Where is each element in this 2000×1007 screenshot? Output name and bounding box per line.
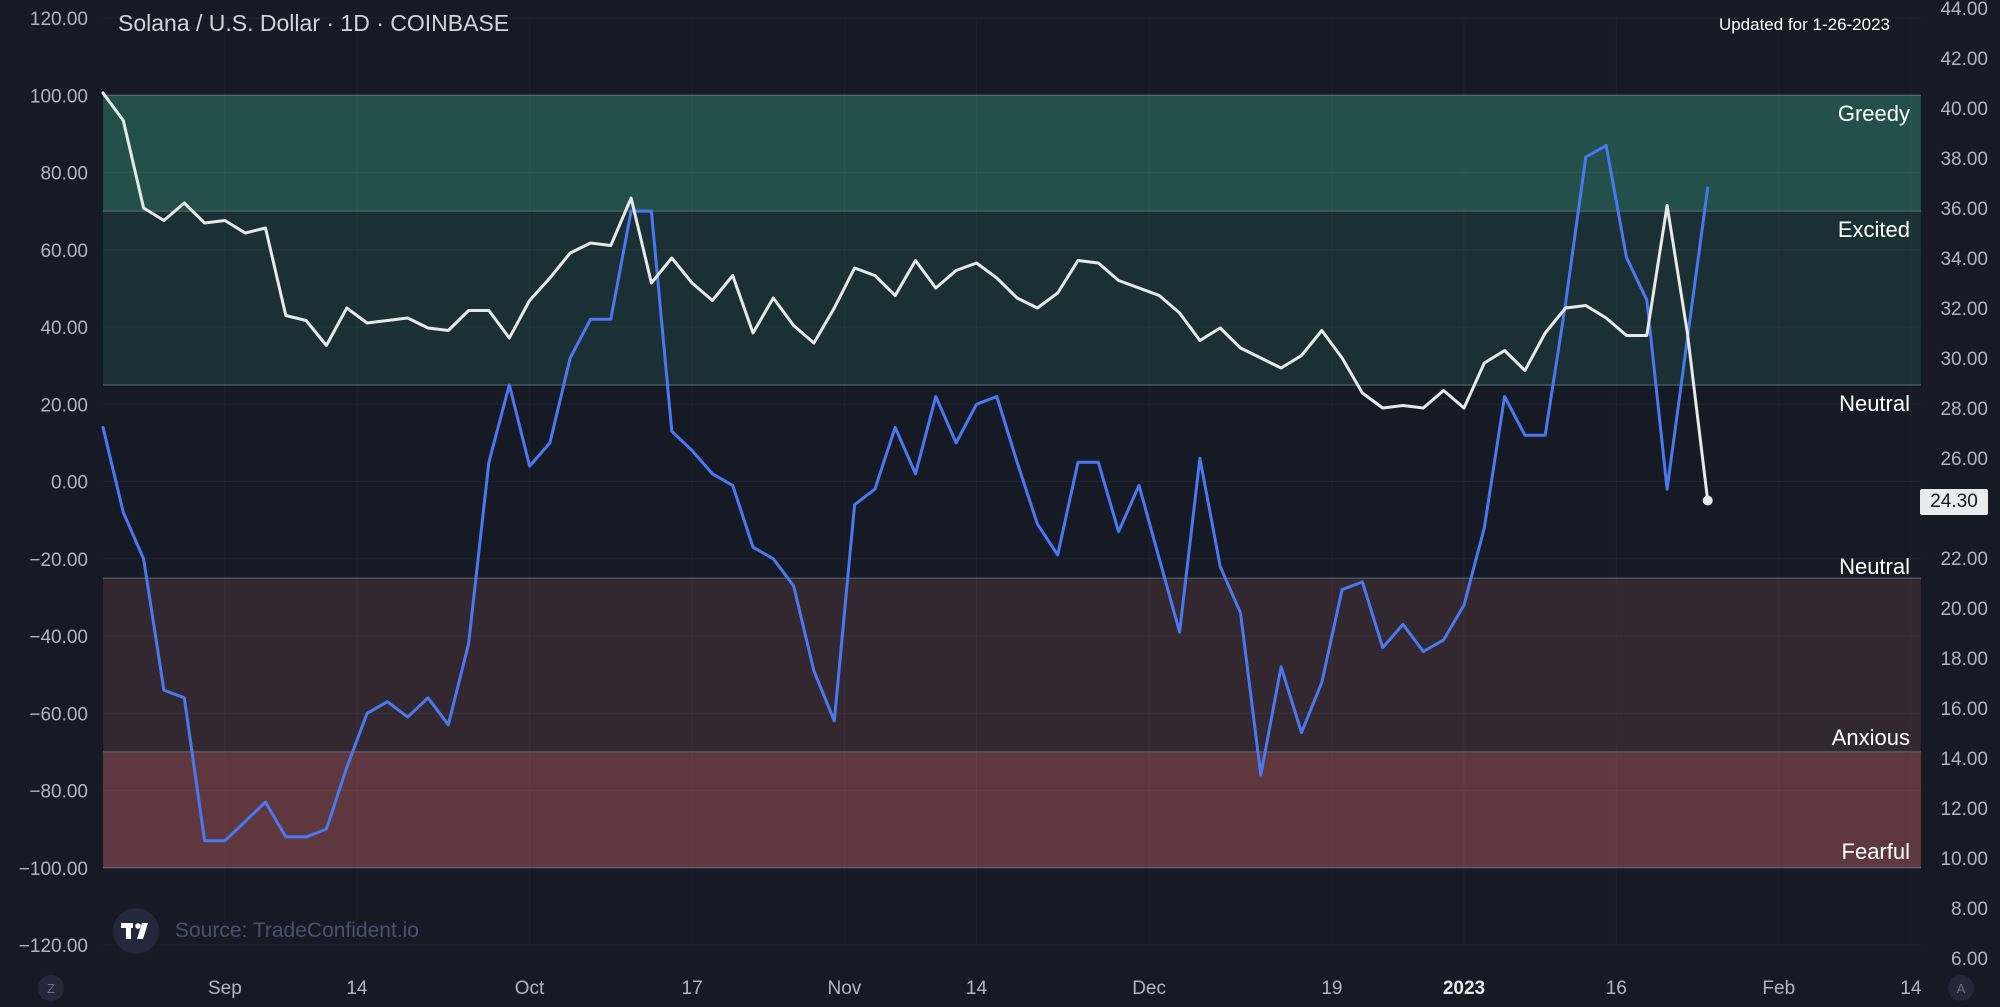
left-axis-tick-label: −80.00 <box>29 782 88 803</box>
right-axis: 44.00 42.00 40.00 38.00 36.00 34.00 32.00 30.00… <box>1940 0 1988 970</box>
fearful-zone <box>103 751 1921 868</box>
x-axis-tick-label: 19 <box>1321 978 1342 999</box>
left-axis-tick-label: 0.00 <box>51 473 88 494</box>
right-axis-tick-label: 6.00 <box>1951 949 1988 970</box>
zone-label-neutral-upper: Neutral <box>1839 391 1910 416</box>
x-axis-tick-label: 2023 <box>1443 978 1485 999</box>
series-lines <box>101 91 1713 843</box>
zone-label-neutral-lower: Neutral <box>1839 554 1910 579</box>
right-axis-tick-label: 44.00 <box>1940 0 1988 20</box>
right-axis-tick-label: 12.00 <box>1940 799 1988 820</box>
left-axis-tick-label: 60.00 <box>40 241 88 262</box>
left-axis-tick-label: −40.00 <box>29 627 88 648</box>
left-axis-tick-label: 100.00 <box>30 86 88 107</box>
x-axis-tick-label: Feb <box>1762 978 1795 999</box>
left-axis: 120.00 100.00 80.00 60.00 40.00 20.00 0.00 −20.… <box>19 9 88 957</box>
sentiment-zones <box>103 94 1921 869</box>
right-axis-tick-label: 36.00 <box>1940 199 1988 220</box>
right-axis-tick-label: 20.00 <box>1940 599 1988 620</box>
anxious-zone <box>103 578 1921 752</box>
x-axis-tick-label: 16 <box>1606 978 1627 999</box>
x-axis-tick-label: 14 <box>1900 978 1922 999</box>
x-axis-tick-label: Oct <box>515 978 545 999</box>
left-axis-tick-label: 120.00 <box>30 9 88 30</box>
zone-label-fearful: Fearful <box>1841 839 1910 864</box>
x-axis-tick-label: 14 <box>966 978 988 999</box>
x-axis: Sep 14 Oct 17 Nov 14 Dec 19 2023 16 Feb 14 <box>208 978 1922 999</box>
right-axis-tick-label: 32.00 <box>1940 299 1988 320</box>
source-watermark: Source: TradeConfident.io <box>113 908 419 954</box>
price-line <box>101 91 1710 502</box>
tradingview-logo-icon <box>113 908 159 954</box>
greedy-zone <box>103 95 1921 212</box>
x-axis-tick-label: Nov <box>828 978 862 999</box>
zone-label-greedy: Greedy <box>1837 101 1910 126</box>
right-axis-tick-label: 18.00 <box>1940 649 1988 670</box>
left-axis-tick-label: 80.00 <box>40 164 88 185</box>
right-axis-tick-label: 28.00 <box>1940 399 1988 420</box>
right-axis-tick-label: 8.00 <box>1951 899 1988 920</box>
left-axis-tick-label: −100.00 <box>19 859 88 880</box>
right-axis-tick-label: 40.00 <box>1940 99 1988 120</box>
right-axis-tick-label: 34.00 <box>1940 249 1988 270</box>
price-badge: 24.30 <box>1920 489 1988 515</box>
right-axis-tick-label: 38.00 <box>1940 149 1988 170</box>
x-axis-tick-label: 14 <box>346 978 368 999</box>
left-axis-tick-label: −120.00 <box>19 936 88 957</box>
right-axis-tick-label: 26.00 <box>1940 449 1988 470</box>
x-axis-tick-label: 17 <box>682 978 703 999</box>
left-axis-tick-label: 40.00 <box>40 318 88 339</box>
x-axis-tick-label: Sep <box>208 978 242 999</box>
right-axis-tick-label: 10.00 <box>1940 849 1988 870</box>
zone-label-anxious: Anxious <box>1831 725 1910 750</box>
right-axis-tick-label: 42.00 <box>1940 49 1988 70</box>
excited-zone <box>103 211 1921 385</box>
right-axis-tick-label: 14.00 <box>1940 749 1988 770</box>
right-axis-tick-label: 22.00 <box>1940 549 1988 570</box>
auto-scale-left-button[interactable]: Z <box>38 975 64 1001</box>
zone-label-excited: Excited <box>1837 217 1910 242</box>
updated-label: Updated for 1-26-2023 <box>1718 15 1890 34</box>
sentiment-line <box>101 144 1710 843</box>
left-axis-tick-label: −60.00 <box>29 704 88 725</box>
x-axis-tick-label: Dec <box>1132 978 1166 999</box>
source-text: Source: TradeConfident.io <box>175 919 419 942</box>
left-axis-tick-label: −20.00 <box>29 550 88 571</box>
right-axis-tick-label: 16.00 <box>1940 699 1988 720</box>
chart-title: Solana / U.S. Dollar · 1D · COINBASE <box>118 10 510 36</box>
right-axis-tick-label: 30.00 <box>1940 349 1988 370</box>
auto-scale-right-button[interactable]: A <box>1948 975 1974 1001</box>
left-axis-tick-label: 20.00 <box>40 395 88 416</box>
price-last-dot <box>1702 495 1713 506</box>
